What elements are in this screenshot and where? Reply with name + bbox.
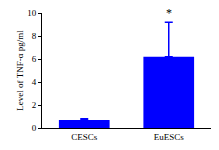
svg-text:CESCs: CESCs — [71, 132, 98, 142]
svg-text:4: 4 — [32, 77, 37, 87]
svg-text:Level of TNF-α pg/ml: Level of TNF-α pg/ml — [15, 30, 25, 111]
svg-text:*: * — [166, 6, 172, 20]
svg-text:0: 0 — [32, 123, 37, 133]
svg-text:8: 8 — [32, 31, 37, 41]
svg-text:EuESCs: EuESCs — [154, 132, 185, 142]
svg-text:6: 6 — [32, 54, 37, 64]
svg-text:10: 10 — [27, 8, 37, 18]
svg-text:2: 2 — [32, 100, 37, 110]
